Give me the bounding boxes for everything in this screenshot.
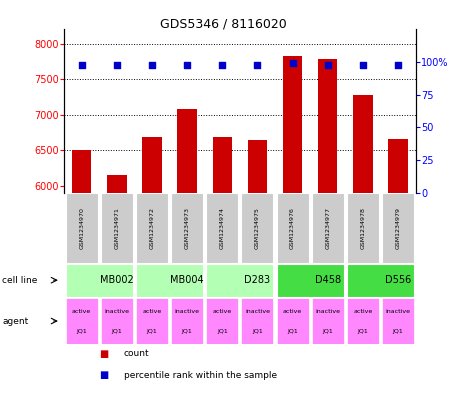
Bar [353, 95, 372, 193]
Text: GSM1234974: GSM1234974 [220, 207, 225, 249]
Bar [206, 264, 274, 297]
Bar [101, 298, 133, 344]
Text: JQ1: JQ1 [112, 329, 122, 334]
Bar [136, 298, 168, 344]
Bar [382, 193, 414, 263]
Text: percentile rank within the sample: percentile rank within the sample [124, 371, 277, 380]
Bar [276, 264, 344, 297]
Bar [241, 298, 274, 344]
Bar [107, 175, 126, 193]
Bar [318, 59, 337, 193]
Text: cell line: cell line [2, 276, 38, 285]
Text: GDS5346 / 8116020: GDS5346 / 8116020 [160, 18, 286, 31]
Bar [171, 298, 203, 344]
Text: GSM1234970: GSM1234970 [79, 207, 84, 249]
Bar [382, 298, 414, 344]
Text: GSM1234976: GSM1234976 [290, 207, 295, 249]
Text: agent: agent [2, 316, 28, 325]
Text: D283: D283 [244, 275, 271, 285]
Text: inactive: inactive [245, 309, 270, 314]
Bar [347, 298, 379, 344]
Bar [66, 264, 133, 297]
Point [183, 62, 191, 68]
Text: MB002: MB002 [100, 275, 134, 285]
Text: GSM1234978: GSM1234978 [361, 207, 365, 249]
Bar [206, 193, 238, 263]
Text: GSM1234977: GSM1234977 [325, 207, 330, 249]
Bar [178, 109, 197, 193]
Bar [312, 193, 344, 263]
Text: ■: ■ [99, 349, 108, 359]
Point [324, 62, 332, 68]
Point [148, 62, 156, 68]
Bar [101, 193, 133, 263]
Bar [72, 150, 91, 193]
Bar [66, 298, 98, 344]
Text: inactive: inactive [104, 309, 129, 314]
Bar [312, 298, 344, 344]
Bar [66, 193, 98, 263]
Text: GSM1234979: GSM1234979 [396, 207, 400, 249]
Bar [283, 56, 302, 193]
Text: JQ1: JQ1 [182, 329, 192, 334]
Text: MB004: MB004 [171, 275, 204, 285]
Point [394, 62, 402, 68]
Text: JQ1: JQ1 [358, 329, 368, 334]
Text: inactive: inactive [175, 309, 199, 314]
Point [359, 62, 367, 68]
Text: JQ1: JQ1 [76, 329, 87, 334]
Text: D458: D458 [314, 275, 341, 285]
Text: GSM1234975: GSM1234975 [255, 207, 260, 249]
Text: JQ1: JQ1 [252, 329, 263, 334]
Text: inactive: inactive [386, 309, 410, 314]
Point [113, 62, 121, 68]
Text: D556: D556 [385, 275, 411, 285]
Bar [136, 193, 168, 263]
Text: active: active [72, 309, 91, 314]
Bar [206, 298, 238, 344]
Point [78, 62, 86, 68]
Text: JQ1: JQ1 [323, 329, 333, 334]
Text: active: active [142, 309, 162, 314]
Bar [142, 138, 162, 193]
Text: count: count [124, 349, 150, 358]
Bar [276, 193, 309, 263]
Bar [347, 193, 379, 263]
Bar [171, 193, 203, 263]
Text: JQ1: JQ1 [393, 329, 403, 334]
Bar [389, 139, 408, 193]
Text: GSM1234971: GSM1234971 [114, 207, 119, 249]
Text: JQ1: JQ1 [217, 329, 228, 334]
Bar [241, 193, 274, 263]
Bar [276, 298, 309, 344]
Text: active: active [283, 309, 302, 314]
Point [254, 62, 261, 68]
Text: GSM1234973: GSM1234973 [185, 207, 190, 249]
Text: inactive: inactive [315, 309, 340, 314]
Bar [213, 138, 232, 193]
Bar [347, 264, 414, 297]
Bar [248, 140, 267, 193]
Bar [136, 264, 203, 297]
Text: JQ1: JQ1 [147, 329, 157, 334]
Text: GSM1234972: GSM1234972 [150, 207, 154, 249]
Point [218, 62, 226, 68]
Text: active: active [213, 309, 232, 314]
Text: ■: ■ [99, 370, 108, 380]
Text: active: active [353, 309, 372, 314]
Point [289, 60, 296, 66]
Text: JQ1: JQ1 [287, 329, 298, 334]
